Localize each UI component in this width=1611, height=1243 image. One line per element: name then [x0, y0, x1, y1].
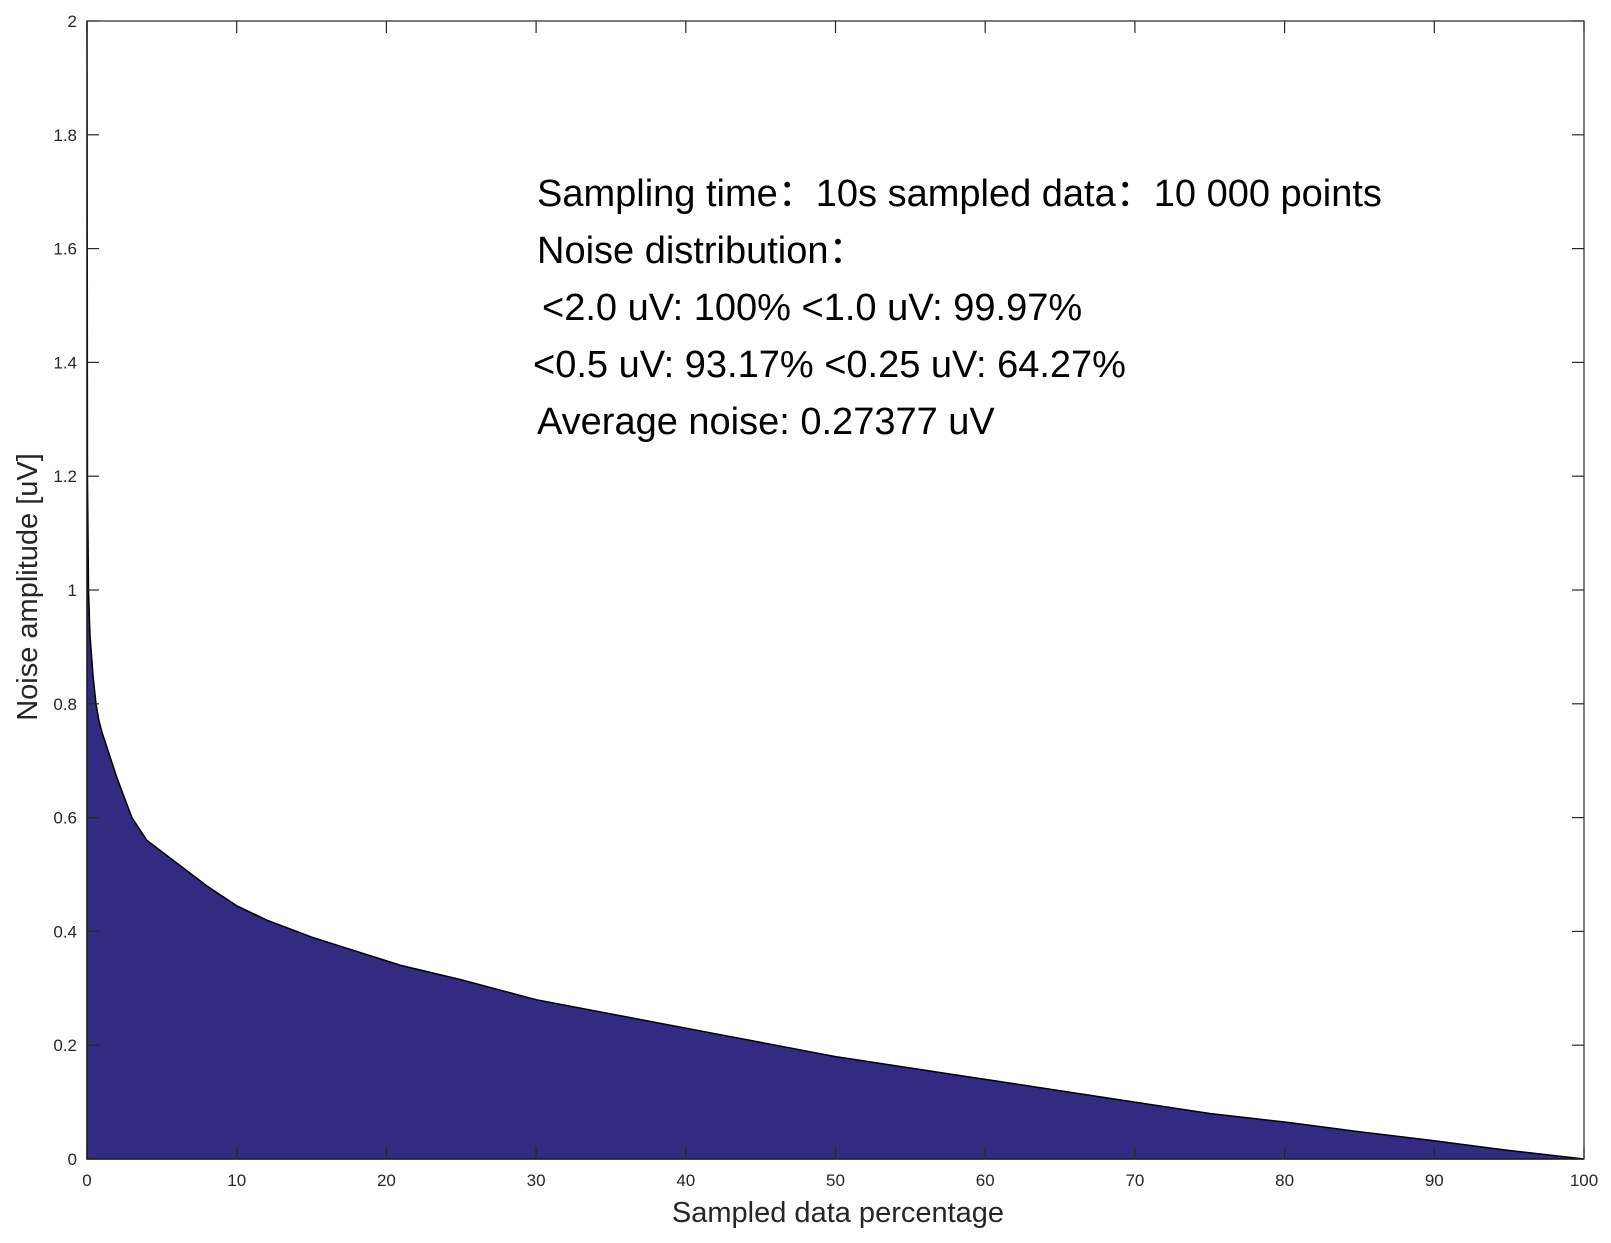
x-tick-label: 70: [1125, 1171, 1144, 1190]
x-tick-label: 40: [676, 1171, 695, 1190]
y-tick-label: 1.8: [53, 126, 77, 145]
annotation-line: <2.0 uV: 100% <1.0 uV: 99.97%: [542, 287, 1082, 329]
y-tick-label: 1.4: [53, 353, 77, 372]
y-tick-label: 1.6: [53, 240, 77, 259]
x-tick-label: 30: [527, 1171, 546, 1190]
plot-area: [86, 20, 1585, 1160]
annotation-line: Average noise: 0.27377 uV: [537, 401, 995, 443]
y-tick-label: 2: [68, 12, 77, 31]
x-tick-label: 80: [1275, 1171, 1294, 1190]
y-tick-label: 0.8: [53, 695, 77, 714]
annotation-block: Sampling time：10s sampled data：10 000 po…: [533, 173, 1382, 443]
y-tick-label: 1: [68, 581, 77, 600]
y-tick-label: 0.2: [53, 1036, 77, 1055]
y-tick-label: 0: [68, 1150, 77, 1169]
x-tick-label: 0: [82, 1171, 91, 1190]
y-axis: 0 0.2 0.4 0.6 0.8 1 1.2 1.4 1.6 1.8 2: [53, 12, 1584, 1169]
x-axis-label: Sampled data percentage: [672, 1197, 1004, 1229]
y-tick-label: 1.2: [53, 467, 77, 486]
annotation-line: <0.5 uV: 93.17% <0.25 uV: 64.27%: [533, 344, 1126, 386]
x-tick-label: 100: [1570, 1171, 1598, 1190]
x-tick-label: 60: [976, 1171, 995, 1190]
x-tick-label: 50: [826, 1171, 845, 1190]
annotation-line: Noise distribution：: [537, 230, 866, 272]
x-tick-label: 10: [227, 1171, 246, 1190]
x-axis: 0 10 20 30 40 50 60 70 80 90 100: [82, 21, 1598, 1190]
series-area: [86, 20, 1585, 1160]
x-tick-label: 90: [1425, 1171, 1444, 1190]
y-axis-label: Noise amplitude [uV]: [12, 453, 44, 721]
y-tick-label: 0.4: [53, 922, 77, 941]
x-tick-label: 20: [377, 1171, 396, 1190]
annotation-line: Sampling time：10s sampled data：10 000 po…: [537, 173, 1382, 215]
y-tick-label: 0.6: [53, 809, 77, 828]
